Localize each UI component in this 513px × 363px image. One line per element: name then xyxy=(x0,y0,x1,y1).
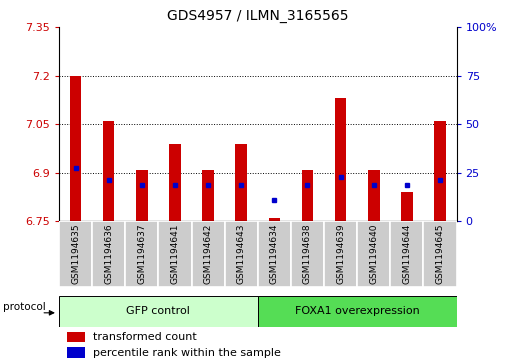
Text: GSM1194635: GSM1194635 xyxy=(71,223,80,284)
Bar xyxy=(92,221,125,287)
Bar xyxy=(169,144,181,221)
Bar xyxy=(291,221,324,287)
Text: GSM1194643: GSM1194643 xyxy=(236,223,246,284)
Bar xyxy=(191,221,225,287)
Bar xyxy=(423,221,457,287)
Text: GSM1194642: GSM1194642 xyxy=(204,223,212,284)
Text: GSM1194645: GSM1194645 xyxy=(436,223,444,284)
Text: GSM1194636: GSM1194636 xyxy=(104,223,113,284)
Text: GSM1194640: GSM1194640 xyxy=(369,223,378,284)
Text: GSM1194638: GSM1194638 xyxy=(303,223,312,284)
Text: GSM1194644: GSM1194644 xyxy=(402,223,411,284)
Bar xyxy=(368,170,380,221)
Text: percentile rank within the sample: percentile rank within the sample xyxy=(93,348,281,358)
Bar xyxy=(268,217,280,221)
Bar xyxy=(258,221,291,287)
Bar xyxy=(59,296,258,327)
Bar xyxy=(302,170,313,221)
Bar xyxy=(103,121,114,221)
Bar xyxy=(235,144,247,221)
Bar xyxy=(324,221,357,287)
Text: FOXA1 overexpression: FOXA1 overexpression xyxy=(295,306,420,316)
Bar xyxy=(136,170,148,221)
Title: GDS4957 / ILMN_3165565: GDS4957 / ILMN_3165565 xyxy=(167,9,348,24)
Text: GSM1194637: GSM1194637 xyxy=(137,223,146,284)
Text: GSM1194639: GSM1194639 xyxy=(336,223,345,284)
Text: transformed count: transformed count xyxy=(93,332,196,342)
Bar xyxy=(59,221,92,287)
Bar xyxy=(67,347,85,358)
Bar xyxy=(357,221,390,287)
Bar xyxy=(434,121,446,221)
Bar xyxy=(258,296,457,327)
Text: GFP control: GFP control xyxy=(126,306,190,316)
Bar xyxy=(159,221,191,287)
Bar xyxy=(390,221,423,287)
Bar xyxy=(335,98,346,221)
Text: GSM1194634: GSM1194634 xyxy=(270,223,279,284)
Text: protocol: protocol xyxy=(3,302,46,312)
Bar xyxy=(125,221,159,287)
Bar xyxy=(70,76,82,221)
Bar xyxy=(202,170,214,221)
Bar xyxy=(401,192,412,221)
Text: GSM1194641: GSM1194641 xyxy=(170,223,180,284)
Bar xyxy=(67,332,85,342)
Bar xyxy=(225,221,258,287)
